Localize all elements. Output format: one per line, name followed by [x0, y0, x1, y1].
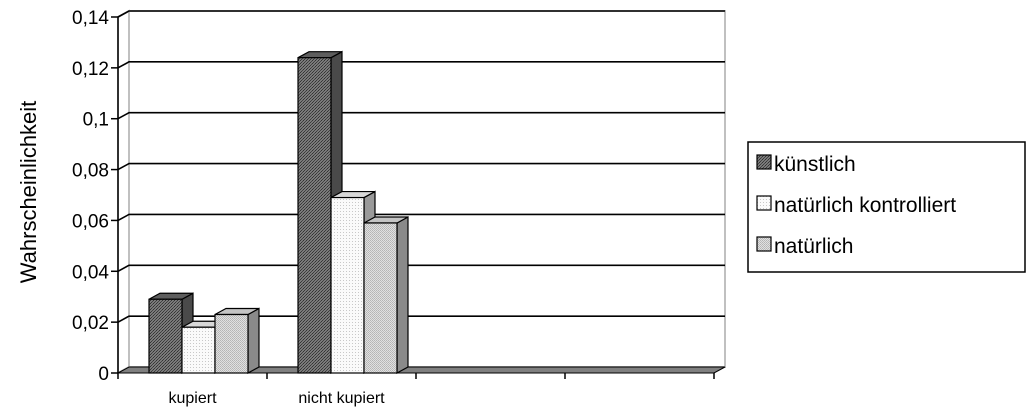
gridline — [117, 111, 725, 120]
bar-side — [396, 215, 409, 375]
legend-swatch — [756, 195, 772, 211]
y-tick-label: 0,14 — [72, 8, 109, 29]
bar-front — [214, 313, 249, 374]
y-tick-label: 0,02 — [72, 313, 109, 334]
legend-label: natürlich kontrolliert — [774, 194, 956, 217]
bar-front — [297, 57, 332, 374]
bar — [214, 307, 260, 375]
legend-box — [747, 141, 1026, 273]
legend: künstlich natürlich kontrolliert natürlich — [747, 141, 1026, 273]
legend-item: natürlich — [756, 235, 853, 258]
legend-swatch — [756, 236, 772, 252]
gridline — [117, 315, 725, 323]
gridline — [117, 213, 725, 222]
bar-front — [148, 298, 183, 374]
legend-item: natürlich kontrolliert — [756, 194, 956, 217]
bar-side — [247, 307, 260, 375]
bar-front — [181, 326, 216, 374]
y-tick-label: 0,06 — [72, 211, 109, 232]
y-tick-label: 0,08 — [72, 161, 109, 182]
y-tick-label: 0,12 — [72, 59, 109, 80]
y-tick-label: 0 — [98, 364, 109, 385]
legend-label: natürlich — [774, 235, 853, 258]
x-tick-label: kupiert — [168, 390, 217, 407]
bar-front — [363, 222, 398, 374]
legend-label: künstlich — [774, 153, 856, 176]
bar-group — [148, 50, 409, 375]
bar — [363, 215, 409, 375]
gridline — [117, 10, 725, 18]
gridlines — [117, 10, 725, 323]
y-tick-label: 0,1 — [83, 110, 109, 131]
bar-front — [330, 196, 365, 374]
y-axis-title: Wahrscheinlichkeit — [16, 101, 41, 284]
gridline — [117, 162, 725, 171]
chart-walls — [117, 9, 726, 375]
floor — [117, 366, 726, 374]
axes: 0 0,02 0,04 0,06 0,08 0,1 0,12 0,14 kupiert nicht… — [72, 8, 715, 407]
y-tick-label: 0,04 — [72, 262, 109, 283]
x-tick-label: nicht kupiert — [298, 390, 385, 407]
gridline — [117, 264, 725, 272]
gridline — [117, 61, 725, 69]
legend-swatch — [756, 154, 772, 170]
legend-item: künstlich — [756, 153, 856, 176]
